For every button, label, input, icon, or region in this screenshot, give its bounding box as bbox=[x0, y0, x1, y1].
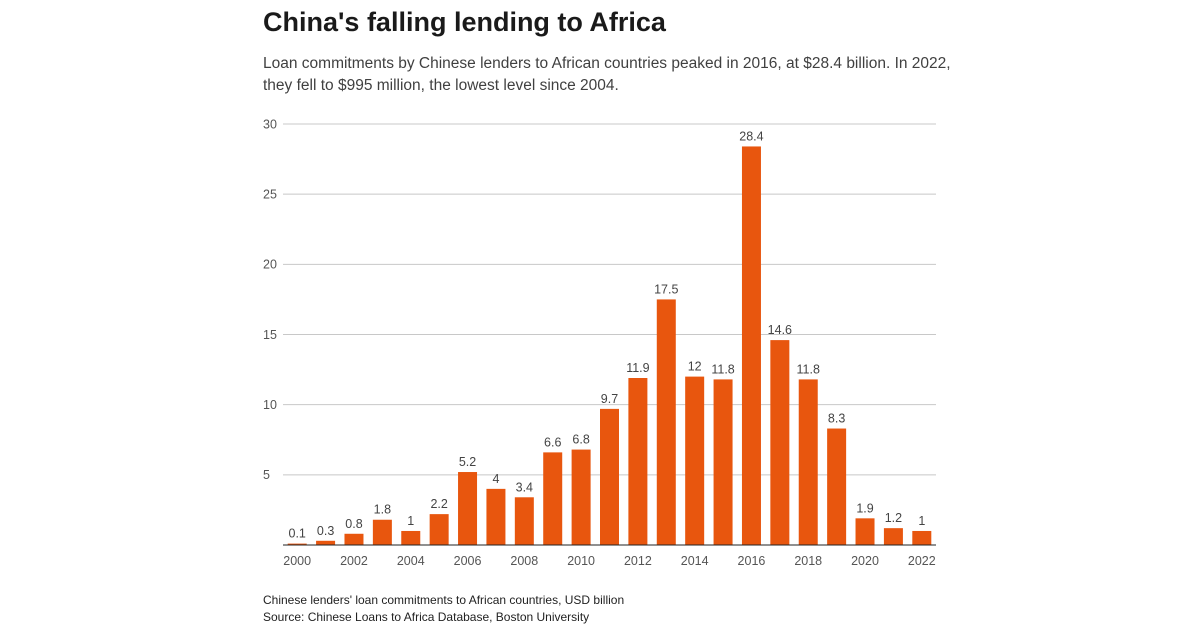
data-label-2016: 28.4 bbox=[739, 129, 763, 143]
data-label-2008: 3.4 bbox=[516, 480, 533, 494]
y-tick-label-10: 10 bbox=[263, 398, 277, 412]
bar-2009 bbox=[543, 452, 563, 545]
x-tick-label-2010: 2010 bbox=[567, 554, 595, 568]
bar-2013 bbox=[656, 299, 676, 545]
x-tick-label-2020: 2020 bbox=[851, 554, 879, 568]
x-tick-label-2022: 2022 bbox=[908, 554, 936, 568]
bar-chart: 5 10 15 20 25 30 0.1 0.3 0.8 1.8 1 2.2 5.2 4 3.4 6.6 6.… bbox=[263, 117, 936, 568]
data-label-2013: 17.5 bbox=[654, 282, 678, 296]
chart-subtitle: Loan commitments by Chinese lenders to A… bbox=[263, 55, 951, 94]
bar-2020 bbox=[855, 518, 875, 545]
chart-title: China's falling lending to Africa bbox=[263, 7, 666, 37]
x-tick-label-2014: 2014 bbox=[681, 554, 709, 568]
data-label-2021: 1.2 bbox=[885, 511, 902, 525]
bar-2007 bbox=[486, 488, 506, 545]
data-label-2022: 1 bbox=[918, 514, 925, 528]
data-label-2006: 5.2 bbox=[459, 455, 476, 469]
data-label-2011: 9.7 bbox=[601, 392, 618, 406]
gridlines bbox=[283, 123, 936, 476]
data-label-2007: 4 bbox=[492, 472, 499, 486]
bar-2017 bbox=[770, 340, 790, 545]
bar-2000 bbox=[287, 543, 307, 545]
y-tick-label-30: 30 bbox=[263, 117, 277, 131]
data-label-2017: 14.6 bbox=[768, 323, 792, 337]
bar-2016 bbox=[741, 146, 761, 545]
data-label-2020: 1.9 bbox=[856, 501, 873, 515]
bar-2002 bbox=[344, 533, 364, 545]
data-label-2003: 1.8 bbox=[374, 503, 391, 517]
bar-2005 bbox=[429, 514, 449, 545]
chart-footer: Chinese lenders' loan commitments to Afr… bbox=[263, 592, 624, 626]
y-tick-label-15: 15 bbox=[263, 328, 277, 342]
y-tick-label-20: 20 bbox=[263, 258, 277, 272]
y-tick-label-25: 25 bbox=[263, 187, 277, 201]
bar-2014 bbox=[685, 376, 705, 545]
bar-2006 bbox=[458, 472, 478, 545]
data-label-2001: 0.3 bbox=[317, 524, 334, 538]
data-label-2000: 0.1 bbox=[289, 527, 306, 541]
data-labels: 0.1 0.30.81.812.25.243.46.6 6.89.711.917.5… bbox=[289, 129, 926, 540]
bar-2012 bbox=[628, 378, 648, 545]
x-tick-label-2002: 2002 bbox=[340, 554, 368, 568]
bar-2019 bbox=[827, 428, 847, 545]
bar-2011 bbox=[600, 408, 619, 545]
y-axis-ticks: 5 10 15 20 25 30 bbox=[263, 117, 277, 482]
bar-2010 bbox=[571, 449, 591, 545]
x-tick-label-2000: 2000 bbox=[283, 554, 311, 568]
bar-2021 bbox=[883, 528, 903, 545]
data-label-2012: 11.9 bbox=[626, 361, 649, 375]
x-tick-label-2006: 2006 bbox=[454, 554, 482, 568]
x-tick-label-2008: 2008 bbox=[510, 554, 538, 568]
data-label-2005: 2.2 bbox=[430, 497, 447, 511]
source-note: Source: Chinese Loans to Africa Database… bbox=[263, 610, 590, 624]
bar-2018 bbox=[798, 379, 818, 545]
x-tick-label-2018: 2018 bbox=[794, 554, 822, 568]
bar-2001 bbox=[316, 540, 336, 545]
bar-2015 bbox=[713, 379, 733, 545]
y-tick-label-5: 5 bbox=[263, 468, 270, 482]
data-label-2015: 11.8 bbox=[711, 362, 734, 376]
x-tick-label-2016: 2016 bbox=[738, 554, 766, 568]
bar-2004 bbox=[401, 530, 421, 545]
data-label-2019: 8.3 bbox=[828, 412, 845, 426]
bars bbox=[287, 146, 932, 545]
data-label-2004: 1 bbox=[407, 514, 414, 528]
bar-2022 bbox=[912, 530, 932, 545]
x-tick-label-2012: 2012 bbox=[624, 554, 652, 568]
data-label-2014: 12 bbox=[688, 360, 702, 374]
bar-2003 bbox=[372, 519, 392, 545]
bar-2008 bbox=[514, 497, 534, 545]
data-label-2002: 0.8 bbox=[345, 517, 362, 531]
data-label-2010: 6.8 bbox=[572, 433, 589, 447]
data-label-2018: 11.8 bbox=[797, 362, 820, 376]
units-note: Chinese lenders' loan commitments to Afr… bbox=[263, 593, 625, 607]
x-axis-ticks: 2000 2002 2004 2006 2008 2010 2012 2014 2016 2018… bbox=[283, 554, 935, 568]
data-label-2009: 6.6 bbox=[544, 435, 561, 449]
x-tick-label-2004: 2004 bbox=[397, 554, 425, 568]
